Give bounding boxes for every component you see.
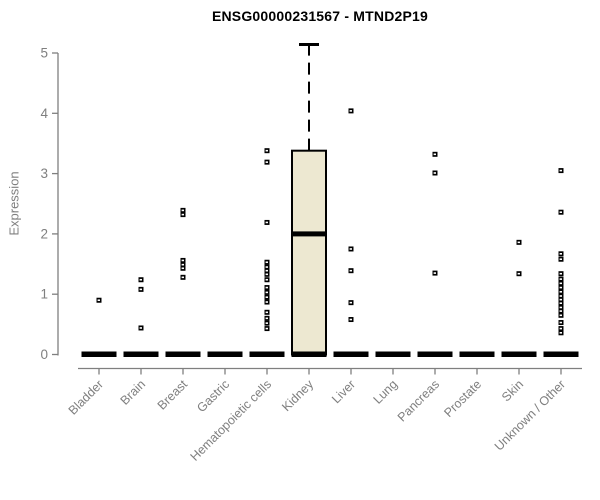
x-tick-label: Kidney xyxy=(279,377,316,414)
y-tick-label: 2 xyxy=(40,226,48,241)
data-point-center xyxy=(559,298,562,301)
data-point-center xyxy=(559,290,562,293)
data-point-center xyxy=(265,286,268,289)
data-point-center xyxy=(433,272,436,274)
data-point-center xyxy=(265,269,268,272)
data-point-center xyxy=(181,267,184,270)
data-point-center xyxy=(559,306,562,309)
data-point-center xyxy=(265,278,268,281)
data-point-center xyxy=(349,248,352,250)
x-tick-label: Brain xyxy=(118,377,149,408)
data-point-center xyxy=(559,302,562,305)
data-point-center xyxy=(559,169,562,172)
zero-median-bar xyxy=(417,351,453,357)
data-point-center xyxy=(265,161,268,163)
data-point-center xyxy=(559,278,562,280)
zero-median-bar xyxy=(165,351,201,357)
data-point-center xyxy=(559,211,562,213)
zero-median-bar xyxy=(291,351,327,357)
data-point-center xyxy=(265,327,268,330)
data-point-center xyxy=(559,258,562,261)
data-point-center xyxy=(349,318,352,321)
data-point-center xyxy=(139,278,142,281)
data-point-center xyxy=(139,288,142,291)
chart-title: ENSG00000231567 - MTND2P19 xyxy=(211,8,429,24)
zero-median-bar xyxy=(207,351,243,357)
data-point-center xyxy=(433,153,436,156)
zero-median-bar xyxy=(375,351,411,357)
zero-median-bar xyxy=(543,351,579,357)
zero-median-bar xyxy=(459,351,495,357)
data-point-center xyxy=(349,110,352,112)
y-tick-label: 5 xyxy=(40,46,48,61)
x-tick-label: Prostate xyxy=(441,377,484,420)
x-tick-label: Hematopoietic cells xyxy=(188,377,275,464)
data-point-center xyxy=(559,272,562,275)
data-point-center xyxy=(559,252,562,255)
data-point-center xyxy=(265,273,268,276)
data-point-center xyxy=(559,310,562,312)
data-point-center xyxy=(181,213,184,216)
zero-median-bar xyxy=(501,351,537,357)
data-point-center xyxy=(265,296,268,299)
x-tick-label: Liver xyxy=(329,377,358,406)
x-tick-label: Unknown / Other xyxy=(492,377,568,453)
zero-median-bar xyxy=(123,351,159,357)
data-point-center xyxy=(265,291,268,294)
x-tick-label: Skin xyxy=(499,377,526,404)
zero-median-bar xyxy=(333,351,369,357)
data-point-center xyxy=(559,282,562,285)
data-point-center xyxy=(349,301,352,304)
data-point-center xyxy=(265,322,268,324)
data-point-center xyxy=(181,276,184,279)
data-point-center xyxy=(181,209,184,212)
data-point-center xyxy=(97,299,100,302)
x-tick-label: Breast xyxy=(155,377,191,413)
data-point-center xyxy=(265,266,268,268)
y-tick-label: 0 xyxy=(40,347,48,362)
data-point-center xyxy=(265,301,268,303)
data-point-center xyxy=(181,259,184,262)
data-point-center xyxy=(265,221,268,224)
data-point-center xyxy=(517,272,520,275)
data-point-center xyxy=(139,327,142,329)
data-point-center xyxy=(265,261,268,264)
data-point-center xyxy=(559,286,562,289)
y-tick-label: 4 xyxy=(40,106,48,121)
data-point-center xyxy=(265,149,268,152)
x-tick-label: Pancreas xyxy=(395,377,442,424)
data-point-center xyxy=(559,321,562,324)
x-tick-label: Bladder xyxy=(66,377,106,417)
data-point-center xyxy=(265,311,268,314)
x-tick-label: Gastric xyxy=(194,377,232,415)
data-point-center xyxy=(433,172,436,174)
data-point-center xyxy=(517,241,520,244)
y-tick-label: 3 xyxy=(40,166,48,181)
x-tick-label: Lung xyxy=(371,377,401,407)
data-point-center xyxy=(349,269,352,272)
data-point-center xyxy=(265,317,268,320)
data-point-center xyxy=(559,314,562,317)
zero-median-bar xyxy=(249,351,285,357)
data-point-center xyxy=(181,263,184,266)
data-point-center xyxy=(559,295,562,297)
y-tick-label: 1 xyxy=(40,287,48,302)
zero-median-bar xyxy=(81,351,117,357)
median-line xyxy=(292,231,326,237)
data-point-center xyxy=(559,327,562,330)
box xyxy=(291,149,327,356)
data-point-center xyxy=(559,331,562,334)
